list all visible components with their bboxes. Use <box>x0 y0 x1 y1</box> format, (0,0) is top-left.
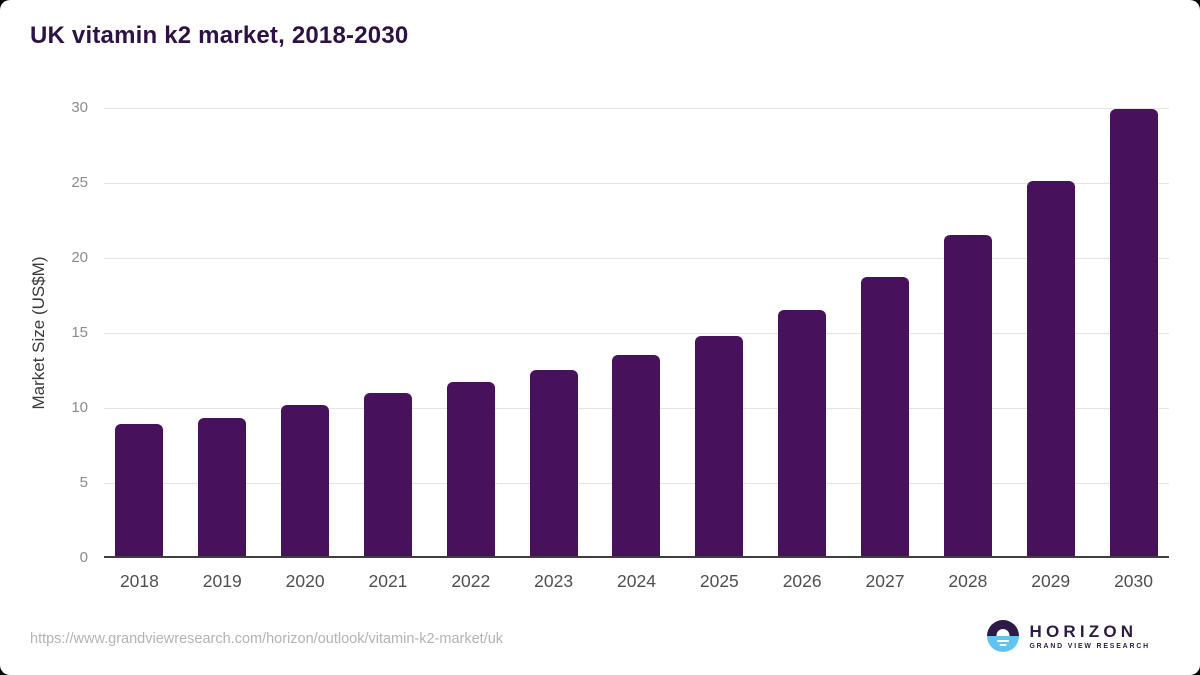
horizon-logo: HORIZON GRAND VIEW RESEARCH <box>987 620 1150 652</box>
gridline-20 <box>104 258 1169 259</box>
y-tick-20: 20 <box>71 249 88 266</box>
bar-slot-2018 <box>98 108 181 556</box>
bar-slot-2029 <box>1009 108 1092 556</box>
bar-slot-2026 <box>761 108 844 556</box>
bar-2021 <box>363 392 412 556</box>
bar-slot-2027 <box>844 108 927 556</box>
x-tick-2025: 2025 <box>699 571 739 591</box>
y-tick-30: 30 <box>71 99 88 116</box>
bar-2020 <box>281 404 330 556</box>
x-tick-2022: 2022 <box>451 571 491 591</box>
bar-2028 <box>943 235 992 556</box>
sun-shape <box>996 629 1010 636</box>
gridline-15 <box>104 333 1169 334</box>
bar-slot-2022 <box>429 108 512 556</box>
bar-slot-2028 <box>926 108 1009 556</box>
gridline-25 <box>104 183 1169 184</box>
bar-2026 <box>778 310 827 556</box>
bar-2030 <box>1109 109 1158 556</box>
y-tick-5: 5 <box>79 474 88 491</box>
bar-slot-2030 <box>1092 108 1175 556</box>
y-tick-25: 25 <box>71 174 88 191</box>
sun-reflection-line <box>997 640 1010 642</box>
x-tick-2019: 2019 <box>202 571 242 591</box>
x-tick-2020: 2020 <box>285 571 325 591</box>
y-tick-15: 15 <box>71 324 88 341</box>
bar-slot-2021 <box>347 108 430 556</box>
bar-2022 <box>446 382 495 556</box>
bar-slot-2024 <box>595 108 678 556</box>
bar-slot-2019 <box>181 108 264 556</box>
x-tick-2024: 2024 <box>617 571 656 591</box>
bar-2018 <box>115 424 164 556</box>
x-axis-tick-labels: 2018 2019 2020 2021 2022 2023 2024 2025 2026 2027… <box>98 571 1175 592</box>
x-tick-2026: 2026 <box>782 571 822 591</box>
x-tick-2021: 2021 <box>368 571 408 591</box>
source-url: https://www.grandviewresearch.com/horizo… <box>30 631 504 647</box>
plot-area <box>104 108 1169 558</box>
x-tick-2028: 2028 <box>948 571 988 591</box>
gridline-30 <box>104 108 1169 109</box>
logo-subtitle: GRAND VIEW RESEARCH <box>1029 642 1150 650</box>
bar-slot-2023 <box>512 108 595 556</box>
x-tick-2023: 2023 <box>534 571 574 591</box>
y-tick-10: 10 <box>71 399 88 416</box>
y-axis-tick-labels: 0 5 10 15 20 25 30 <box>0 99 88 566</box>
sun-reflection-line <box>999 644 1007 646</box>
x-tick-2030: 2030 <box>1114 571 1154 591</box>
bar-2024 <box>612 355 661 556</box>
logo-text: HORIZON GRAND VIEW RESEARCH <box>1029 623 1150 650</box>
logo-name: HORIZON <box>1029 621 1138 641</box>
x-tick-2018: 2018 <box>119 571 159 591</box>
x-tick-2029: 2029 <box>1031 571 1071 591</box>
bar-2027 <box>861 277 910 556</box>
bar-2023 <box>529 370 578 556</box>
bar-series <box>98 108 1175 556</box>
x-tick-2027: 2027 <box>865 571 905 591</box>
chart-title: UK vitamin k2 market, 2018-2030 <box>30 22 409 49</box>
bar-slot-2020 <box>264 108 347 556</box>
bar-slot-2025 <box>678 108 761 556</box>
bar-2025 <box>695 335 744 556</box>
y-tick-0: 0 <box>79 549 88 566</box>
bar-2019 <box>198 418 247 556</box>
bar-2029 <box>1026 181 1075 556</box>
horizon-sun-icon <box>987 620 1020 652</box>
